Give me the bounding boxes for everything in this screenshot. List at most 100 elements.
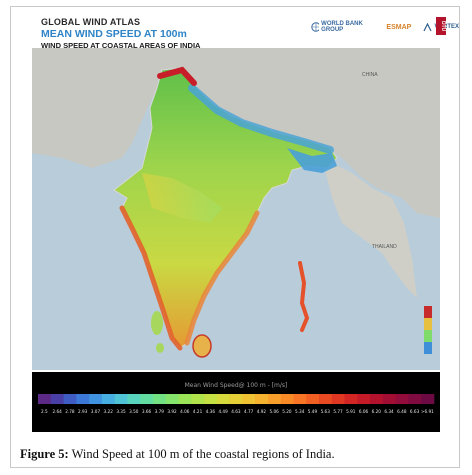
legend-tick-labels: 2.5 2.64 2.78 2.93 3.07 3.22 3.35 3.50 3.66 3.79 3… <box>38 409 434 419</box>
vertical-legend-low <box>424 330 432 342</box>
surrounding-land <box>32 48 440 218</box>
legend-tick: 6.48 <box>397 409 407 414</box>
world-bank-text: WORLD BANK GROUP <box>321 21 363 33</box>
legend-tick: 5.34 <box>295 409 305 414</box>
legend-tick: 3.79 <box>154 409 164 414</box>
atlas-header: GLOBAL WIND ATLAS MEAN WIND SPEED AT 100… <box>41 17 200 50</box>
legend-tick: 4.77 <box>243 409 254 414</box>
legend-swatch <box>101 394 115 404</box>
legend-swatch <box>242 394 256 404</box>
legend-swatch <box>280 394 294 404</box>
vertical-legend-mid <box>424 318 432 330</box>
legend-swatch <box>50 394 64 404</box>
legend-swatch <box>140 394 154 404</box>
northeast-low-wind-region <box>287 148 337 173</box>
legend-swatch <box>357 394 371 404</box>
globe-icon <box>311 22 320 32</box>
legend-tick: 3.07 <box>90 409 101 414</box>
kashmir-high-wind-band <box>157 66 197 86</box>
legend-tick: 4.36 <box>205 409 215 414</box>
legend-tick: 4.63 <box>231 409 241 414</box>
vortex-text: VORTEX <box>434 24 459 30</box>
legend-tick: >6.91 <box>420 409 434 414</box>
label-china: CHINA <box>362 72 378 78</box>
esmap-logo: ESMAP <box>386 24 411 31</box>
partner-logos: WORLD BANK GROUP ESMAP VORTEX <box>311 21 459 33</box>
southeast-asia-land <box>322 158 417 298</box>
legend-swatch <box>216 394 230 404</box>
legend-tick: 5.49 <box>307 409 318 414</box>
legend-tick: 3.92 <box>167 409 177 414</box>
legend-tick: 4.21 <box>192 409 203 414</box>
legend-swatch <box>204 394 218 404</box>
legend-swatch <box>344 394 358 404</box>
world-bank-logo: WORLD BANK GROUP <box>311 21 374 33</box>
legend-tick: 5.63 <box>320 409 330 414</box>
atlas-subtitle: MEAN WIND SPEED AT 100m <box>41 28 187 40</box>
esmap-text: ESMAP <box>386 23 412 31</box>
legend-swatch <box>152 394 167 404</box>
himalaya-low-wind-band <box>188 84 334 154</box>
legend-tick: 4.49 <box>218 409 228 414</box>
atlas-region-title: WIND SPEED AT COASTAL AREAS OF INDIA <box>41 41 201 50</box>
legend-tick: 6.06 <box>358 409 369 414</box>
legend-swatch <box>370 394 384 404</box>
legend-swatch <box>63 394 77 404</box>
lakshadweep-islands <box>151 311 163 335</box>
central-india-mid-wind-region <box>142 173 222 223</box>
legend-swatch <box>331 394 345 404</box>
legend-swatch <box>293 394 307 404</box>
legend-swatch <box>127 394 141 404</box>
legend-color-scale <box>38 394 435 404</box>
legend-swatch <box>76 394 90 404</box>
sri-lanka <box>192 334 212 358</box>
legend-tick: 6.20 <box>371 409 381 414</box>
legend-tick: 5.77 <box>333 409 343 414</box>
legend-tick: 3.22 <box>103 409 113 414</box>
legend-tick: 3.66 <box>141 409 152 414</box>
legend-swatch <box>89 394 103 404</box>
legend-swatch <box>319 394 333 404</box>
legend-tick: 3.50 <box>129 409 139 414</box>
vortex-logo: VORTEX <box>423 22 459 32</box>
legend-swatch <box>421 394 435 404</box>
vertical-legend-lowest <box>424 342 432 354</box>
legend-swatch <box>382 394 396 404</box>
legend-tick: 4.06 <box>180 409 190 414</box>
wind-speed-map: CHINA THAILAND <box>32 48 440 370</box>
legend-tick: 2.93 <box>78 409 88 414</box>
legend-swatch <box>178 394 192 404</box>
legend-tick: 2.78 <box>65 409 75 414</box>
wind-speed-legend: Mean Wind Speed@ 100 m - [m/s] 2.5 2.64 2.… <box>32 372 440 432</box>
legend-swatch <box>306 394 320 404</box>
legend-swatch <box>191 394 205 404</box>
legend-tick: 4.92 <box>256 409 267 414</box>
legend-tick: 5.06 <box>269 409 279 414</box>
legend-tick: 6.63 <box>409 409 420 414</box>
legend-tick: 3.35 <box>116 409 126 414</box>
vortex-swirl-icon <box>423 22 432 31</box>
legend-swatch <box>267 394 282 404</box>
caption-text: Wind Speed at 100 m of the coastal regio… <box>71 447 335 461</box>
legend-swatch <box>114 394 128 404</box>
legend-title: Mean Wind Speed@ 100 m - [m/s] <box>184 382 288 389</box>
legend-swatch <box>395 394 409 404</box>
label-thailand: THAILAND <box>372 244 397 250</box>
legend-tick: 5.20 <box>282 409 292 414</box>
legend-swatch <box>165 394 179 404</box>
maldives-island <box>156 343 164 353</box>
legend-swatch <box>408 394 422 404</box>
atlas-title: GLOBAL WIND ATLAS <box>41 17 141 27</box>
legend-tick: 6.34 <box>384 409 394 414</box>
andaman-nicobar-islands <box>298 261 310 332</box>
legend-tick: 5.91 <box>346 409 356 414</box>
legend-tick: 2.5 <box>41 409 48 414</box>
figure-caption: Figure 5: Wind Speed at 100 m of the coa… <box>20 447 335 462</box>
dtu-logo: DTU <box>436 17 446 35</box>
west-coast-high-wind-band <box>119 205 183 351</box>
legend-swatch <box>229 394 243 404</box>
legend-swatch <box>255 394 269 404</box>
legend-swatch <box>38 394 52 404</box>
caption-label: Figure 5: <box>20 447 69 461</box>
east-coast-wind-band <box>184 210 260 346</box>
